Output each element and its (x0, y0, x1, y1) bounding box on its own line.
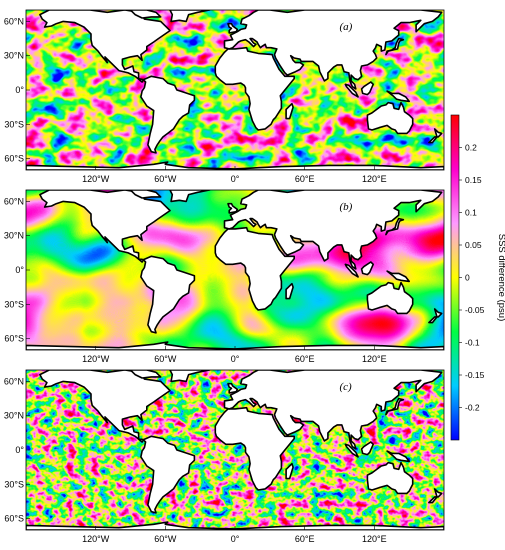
land-japan (385, 217, 405, 236)
land-new-zealand (428, 488, 443, 504)
land-south-america (140, 435, 196, 514)
land-japan (385, 37, 405, 56)
colorbar-tick-label: 0 (465, 273, 470, 283)
lon-tick-label: 60°W (154, 534, 177, 544)
lon-tick-label: 0° (231, 354, 240, 364)
lat-tick-label: 60°N (4, 16, 24, 26)
land-eurasia (223, 190, 443, 270)
lat-tick-label: 60°N (4, 196, 24, 206)
land-britain (227, 22, 239, 34)
land-africa (214, 406, 296, 491)
panel-label: (b) (340, 201, 353, 213)
colorbar-tick-label: -0.2 (465, 403, 480, 413)
land-new-guinea (386, 90, 411, 103)
land-new-zealand (428, 308, 443, 324)
land-borneo (360, 441, 375, 456)
lat-tick-label: 30°N (4, 51, 24, 61)
colorbar-tick-label: 0.05 (465, 240, 482, 250)
land-britain (227, 202, 239, 214)
lon-tick-label: 120°E (362, 534, 387, 544)
lon-tick-label: 0° (231, 534, 240, 544)
colorbar-tick-label: 0.15 (465, 175, 482, 185)
land-borneo (360, 81, 375, 96)
land-north-america (39, 10, 171, 83)
land-baffin (129, 10, 162, 19)
land-south-america (140, 75, 196, 154)
land-australia (366, 461, 414, 495)
lat-tick-label: 0° (15, 85, 24, 95)
lon-tick-label: 60°E (295, 534, 315, 544)
land-sumatra-borneo (344, 263, 359, 278)
colorbar-tick-label: -0.05 (465, 305, 485, 315)
lat-tick-label: 30°N (4, 231, 24, 241)
lat-tick-label: 60°S (4, 154, 24, 164)
land-australia (366, 281, 414, 315)
land-north-america (39, 370, 171, 443)
panel-a: (a) 60°N 30°N 0° 30°S 60°S 120°W 60°W 0° 60°E 120°… (4, 9, 445, 184)
lat-tick-label: 60°N (4, 376, 24, 386)
lon-tick-label: 120°E (362, 174, 387, 184)
colorbar-title: SSS difference (psu) (496, 234, 505, 321)
lon-tick-label: 60°W (154, 174, 177, 184)
land-borneo (360, 261, 375, 276)
lat-tick-label: 30°N (4, 411, 24, 421)
panel-label: (a) (340, 21, 353, 33)
land-new-guinea (386, 270, 411, 283)
lat-tick-label: 30°S (4, 119, 24, 129)
colorbar-tick-label: -0.15 (465, 370, 485, 380)
land-africa (214, 46, 296, 131)
lon-tick-label: 60°E (295, 174, 315, 184)
land-new-zealand (428, 128, 443, 144)
land-madagascar (285, 462, 294, 480)
land-greenland (169, 370, 211, 383)
lon-tick-label: 120°W (82, 534, 110, 544)
lon-tick-label: 120°W (82, 354, 110, 364)
land-australia (366, 101, 414, 135)
lat-tick-label: 0° (15, 265, 24, 275)
land-britain (227, 382, 239, 394)
land-madagascar (285, 282, 294, 300)
colorbar: 0.2 0.15 0.1 0.05 0 -0.05 -0.1 -0.15 -0.2 SSS dif… (450, 114, 505, 441)
lon-tick-label: 120°E (362, 354, 387, 364)
lat-tick-label: 0° (15, 445, 24, 455)
coastlines (26, 10, 444, 170)
lat-tick-label: 60°S (4, 514, 24, 524)
coastlines (26, 370, 444, 530)
lon-tick-label: 0° (231, 174, 240, 184)
land-greenland (169, 10, 211, 23)
land-greenland (169, 190, 211, 203)
panel-c: (c) 60°N 30°N 0° 30°S 60°S 120°W 60°W 0° 60°E 120°… (4, 369, 445, 544)
panel-b: (b) 60°N 30°N 0° 30°S 60°S 120°W 60°W 0° 60°E 120°… (4, 189, 445, 364)
colorbar-gradient (450, 114, 460, 441)
land-africa (214, 226, 296, 311)
panel-label: (c) (340, 381, 353, 393)
colorbar-tick-label: -0.1 (465, 338, 480, 348)
lon-tick-label: 120°W (82, 174, 110, 184)
lat-tick-label: 60°S (4, 334, 24, 344)
lon-tick-label: 60°E (295, 354, 315, 364)
land-new-guinea (386, 450, 411, 463)
lon-tick-label: 60°W (154, 354, 177, 364)
land-eurasia (223, 10, 443, 90)
land-sumatra-borneo (344, 83, 359, 98)
land-baffin (129, 190, 162, 199)
land-south-america (140, 255, 196, 334)
land-madagascar (285, 102, 294, 120)
colorbar-tick-label: 0.1 (465, 208, 477, 218)
lat-tick-label: 30°S (4, 299, 24, 309)
colorbar-tick-label: 0.2 (465, 143, 477, 153)
land-sumatra-borneo (344, 443, 359, 458)
land-baffin (129, 370, 162, 379)
coastlines (26, 190, 444, 350)
lat-tick-label: 30°S (4, 479, 24, 489)
land-eurasia (223, 370, 443, 450)
land-japan (385, 397, 405, 416)
land-north-america (39, 190, 171, 263)
